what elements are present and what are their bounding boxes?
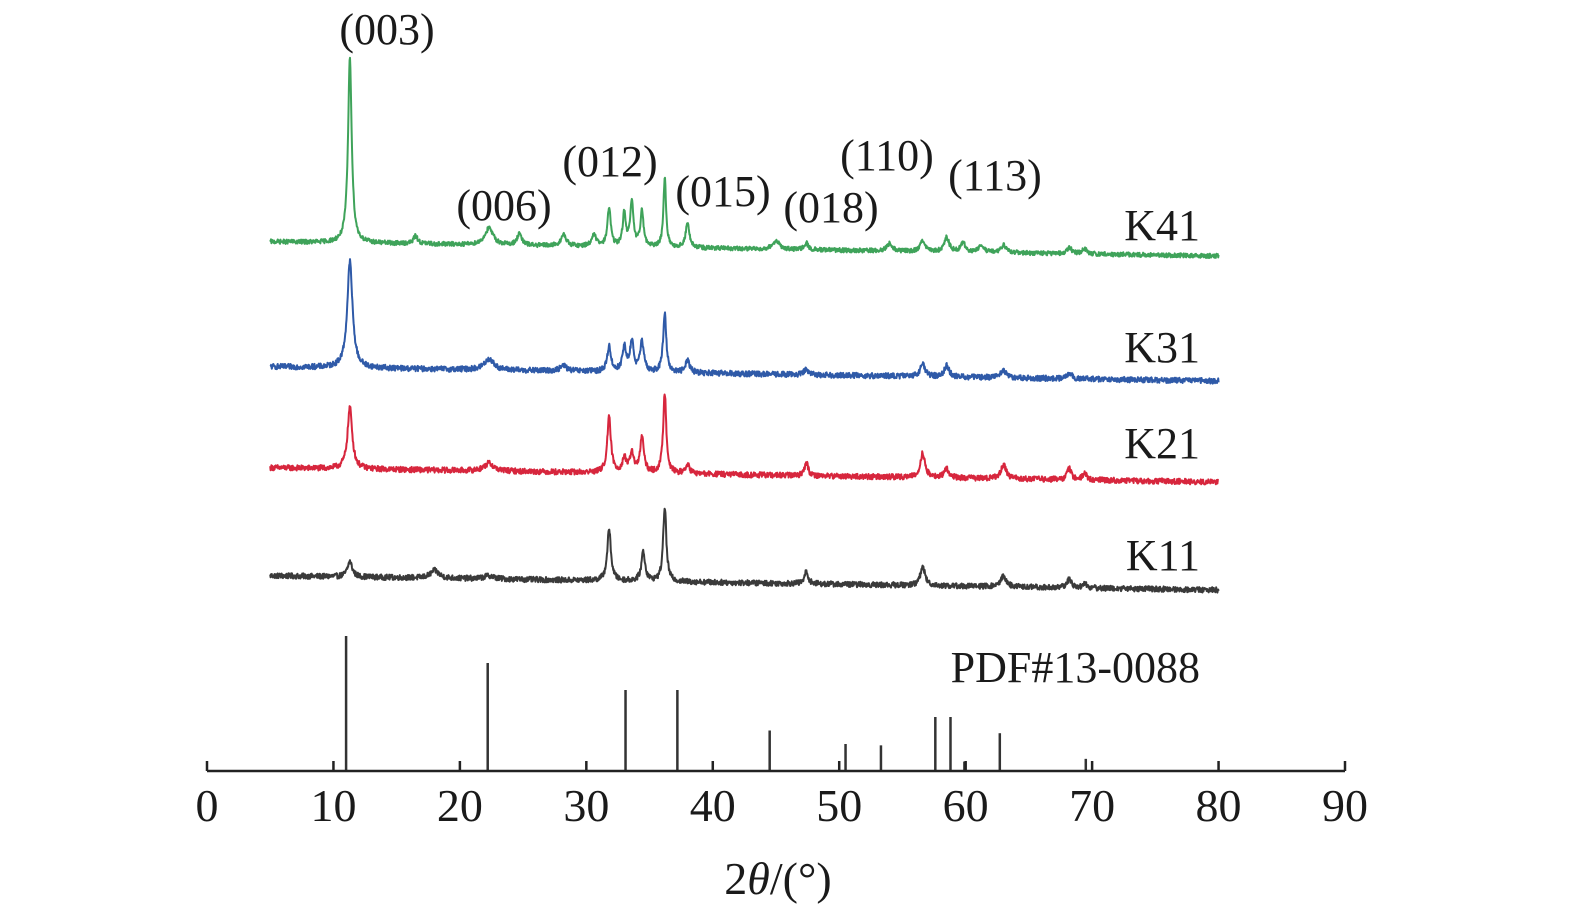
x-axis-title-symbol: θ (747, 853, 770, 904)
x-tick-label: 10 (310, 780, 356, 831)
x-tick-label: 30 (563, 780, 609, 831)
x-tick-label: 40 (690, 780, 736, 831)
peak-label: (110) (840, 131, 934, 180)
peak-label: (015) (675, 167, 770, 216)
reference-pattern (344, 636, 1088, 771)
x-tick-label: 90 (1322, 780, 1368, 831)
x-tick-label: 20 (437, 780, 483, 831)
x-axis: 0 10 20 30 40 50 60 70 80 90 (196, 761, 1368, 831)
series-lines (269, 56, 1220, 594)
x-tick-label: 50 (816, 780, 862, 831)
x-axis-title-prefix: 2 (724, 853, 747, 904)
series-label: K21 (1124, 419, 1200, 468)
peak-label: (012) (562, 137, 657, 186)
series-line-k31 (269, 258, 1220, 385)
series-label: K11 (1126, 531, 1200, 580)
series-line-k41 (269, 56, 1220, 259)
x-axis-ticks: 0 10 20 30 40 50 60 70 80 90 (196, 761, 1368, 831)
x-tick-label: 60 (943, 780, 989, 831)
peak-labels: (003) (006) (012) (015) (018) (110) (113… (339, 5, 1041, 232)
x-axis-title: 2θ/(°) (724, 853, 831, 904)
x-tick-label: 80 (1196, 780, 1242, 831)
x-tick-label: 70 (1069, 780, 1115, 831)
series-label: K41 (1124, 201, 1200, 250)
peak-label: (003) (339, 5, 434, 54)
x-tick-label: 0 (196, 780, 219, 831)
peak-label: (113) (948, 151, 1042, 200)
series-labels: K41 K31 K21 K11 PDF#13-0088 (951, 201, 1200, 692)
reference-label: PDF#13-0088 (951, 643, 1200, 692)
series-line-k21 (269, 393, 1220, 486)
peak-label: (018) (783, 183, 878, 232)
x-axis-title-suffix: /(°) (770, 853, 832, 904)
series-label: K31 (1124, 323, 1200, 372)
peak-label: (006) (456, 181, 551, 230)
series-line-k11 (269, 507, 1220, 594)
